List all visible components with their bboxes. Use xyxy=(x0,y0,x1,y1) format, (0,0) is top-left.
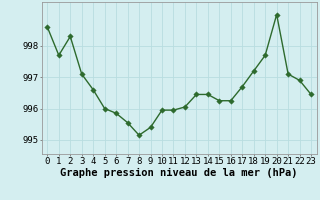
X-axis label: Graphe pression niveau de la mer (hPa): Graphe pression niveau de la mer (hPa) xyxy=(60,168,298,178)
